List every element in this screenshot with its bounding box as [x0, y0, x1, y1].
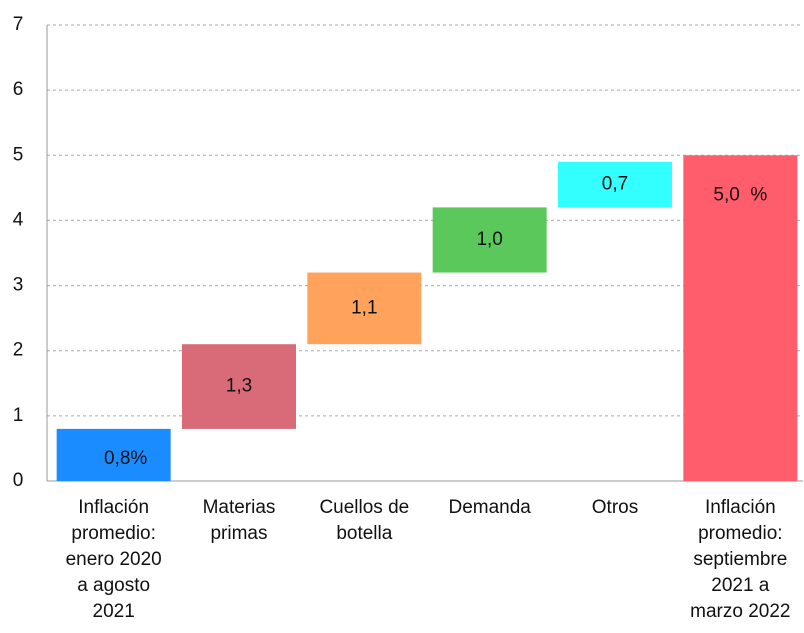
x-tick-label-line: 2021	[93, 601, 135, 622]
x-tick-label-line: Inflación	[705, 497, 776, 518]
x-tick-label: Inflación promedio: septiembre 2021 a marzo …	[690, 497, 790, 622]
bar	[182, 344, 296, 429]
x-tick-label: Demanda	[448, 497, 531, 518]
x-tick-label-line: promedio:	[698, 523, 783, 544]
x-tick-label-line: Otros	[592, 497, 638, 518]
x-tick-label: Otros	[592, 497, 638, 518]
y-tick-label: 1	[13, 405, 24, 426]
y-tick-label: 2	[13, 340, 24, 361]
y-tick-label: 0	[13, 470, 24, 491]
value-label: 1,1	[351, 297, 377, 318]
bar	[56, 428, 171, 481]
x-tick-label-line: primas	[210, 523, 267, 544]
bar	[432, 207, 547, 273]
x-tick-label-line: Materias	[203, 497, 276, 518]
x-tick-label: Cuellos de botella	[319, 497, 409, 544]
x-tick-label-line: enero 2020	[66, 549, 162, 570]
value-label: 1,0	[476, 229, 502, 250]
y-tick-label: 3	[13, 275, 24, 296]
x-tick-label-line: 2021 a	[711, 575, 770, 596]
x-tick-label: Materias primas	[203, 497, 276, 544]
x-tick-label-line: Cuellos de	[319, 497, 409, 518]
bar	[307, 272, 422, 345]
y-tick-label: 6	[13, 79, 24, 100]
x-tick-label: Inflación promedio: enero 2020 a agosto 2021	[66, 497, 162, 622]
x-tick-label-line: a agosto	[77, 575, 150, 596]
value-label: 0,8%	[104, 448, 147, 469]
y-tick-label: 4	[13, 209, 24, 230]
value-label: 0,7	[602, 174, 628, 195]
value-label: 1,3	[226, 376, 252, 397]
value-label: 5,0 %	[713, 184, 767, 205]
x-tick-label-line: Inflación	[78, 497, 149, 518]
bar	[558, 161, 672, 208]
y-tick-label: 7	[13, 14, 24, 35]
x-tick-label-line: marzo 2022	[690, 601, 790, 622]
x-tick-label-line: promedio:	[71, 523, 156, 544]
y-tick-label: 5	[13, 144, 24, 165]
bar	[683, 155, 798, 482]
x-tick-label-line: Demanda	[448, 497, 531, 518]
x-tick-label-line: botella	[336, 523, 392, 544]
x-tick-label-line: septiembre	[693, 549, 787, 570]
